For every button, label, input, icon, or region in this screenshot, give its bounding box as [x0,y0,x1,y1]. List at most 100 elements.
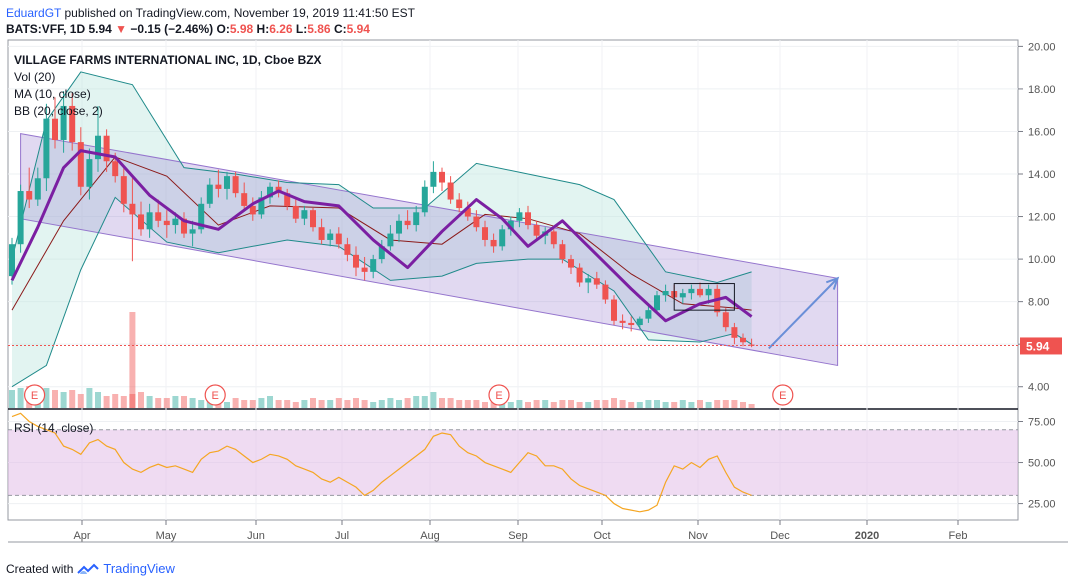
candle-body [525,212,531,226]
last-price-tag-label: 5.94 [1026,339,1050,353]
volume-bar [172,396,179,408]
candle-body [172,218,179,226]
candle-body [602,284,609,300]
candle-body [568,259,574,268]
volume-bar [52,390,58,408]
volume-bar [722,400,729,408]
candle-body [697,288,703,296]
candle-body [387,233,394,247]
rsi-pane [8,412,1018,513]
open-label: O: [216,22,230,36]
price-change: −0.15 (−2.46%) [130,22,214,36]
volume-bar [86,388,93,408]
volume-bar [404,398,411,408]
candle-body [95,135,101,160]
candle-body [439,171,445,183]
candle-body [310,210,316,228]
volume-bar [17,388,24,408]
candle-body [645,310,652,319]
candle-body [52,118,58,140]
candle-body [654,295,660,311]
volume-bar [482,402,488,408]
time-tick-label: Aug [420,530,440,542]
volume-bar [138,392,144,408]
earnings-marker-label: E [31,390,38,402]
high-label: H: [256,22,270,36]
candle-body [499,229,506,247]
price-tick-label: 8.00 [1028,297,1049,309]
time-tick-label: Jul [335,530,349,542]
candle-body [9,244,15,277]
volume-bar [464,400,471,408]
volume-bar [370,402,377,408]
candle-body [198,203,205,230]
bollinger-basis-line [11,156,752,311]
time-tick-label: Dec [770,530,790,542]
candle-body [628,322,635,326]
projection-arrow [768,277,839,350]
volume-bar [662,402,669,408]
volume-bar [731,400,738,408]
candle-body [378,246,385,260]
candle-body [404,220,411,226]
bollinger-lower-line [11,196,752,388]
price-tick-label: 18.00 [1028,84,1056,96]
candle-body [361,267,368,272]
volume-bar [671,402,678,408]
volume-bar [550,402,557,408]
volume-bar [112,394,119,408]
price-tick-label: 12.00 [1028,212,1056,224]
candle-body [576,267,583,283]
volume-bar [258,398,265,408]
volume-bar [430,392,437,408]
symbol-info: BATS:VFF, 1D 5.94 ▼ −0.15 (−2.46%) O:5.9… [6,22,370,36]
volume-bar [645,400,652,408]
volume-bar [679,400,686,408]
volume-bar [335,398,342,408]
candle-body [34,178,41,200]
candle-body [636,318,643,326]
time-tick-label: May [156,530,177,542]
volume-bar [705,402,712,408]
tradingview-brand[interactable]: TradingView [103,561,175,576]
volume-bar [249,400,256,408]
close-value: 5.94 [346,22,370,36]
time-tick-label: Apr [73,530,90,542]
earnings-marker [23,384,46,406]
volume-bar [396,400,402,408]
volume-bar [292,402,299,408]
volume-bar [146,396,153,408]
candle-body [112,161,119,177]
candle-body [43,118,50,179]
low-value: 5.86 [307,22,331,36]
earnings-marker [204,384,226,406]
candle-body [335,233,342,245]
candle-body [344,244,351,255]
candle-body [267,186,273,198]
volume-bar [9,390,15,408]
volume-bar [439,398,445,408]
close-label: C: [333,22,347,36]
candle-body [456,199,463,209]
volume-bar [69,390,76,408]
volume-bar [533,400,540,408]
price-tick-label: 10.00 [1028,254,1056,266]
candle-body [249,205,256,215]
candle-body [224,176,230,189]
candle-body [181,218,187,234]
author-link[interactable]: EduardGT [6,6,62,20]
created-with-text: Created with [6,561,74,576]
time-tick-label: Sep [508,530,528,542]
candle-body [206,184,213,204]
legend-ma: MA (10, close) [14,87,91,101]
candle-body [232,176,239,194]
volume-bar [525,402,531,408]
candle-body [26,191,33,200]
low-label: L: [295,22,308,36]
volume-bar [353,398,359,408]
volume-bar [387,398,394,408]
volume-bar [421,396,428,408]
price-tick-label: 14.00 [1028,169,1056,181]
